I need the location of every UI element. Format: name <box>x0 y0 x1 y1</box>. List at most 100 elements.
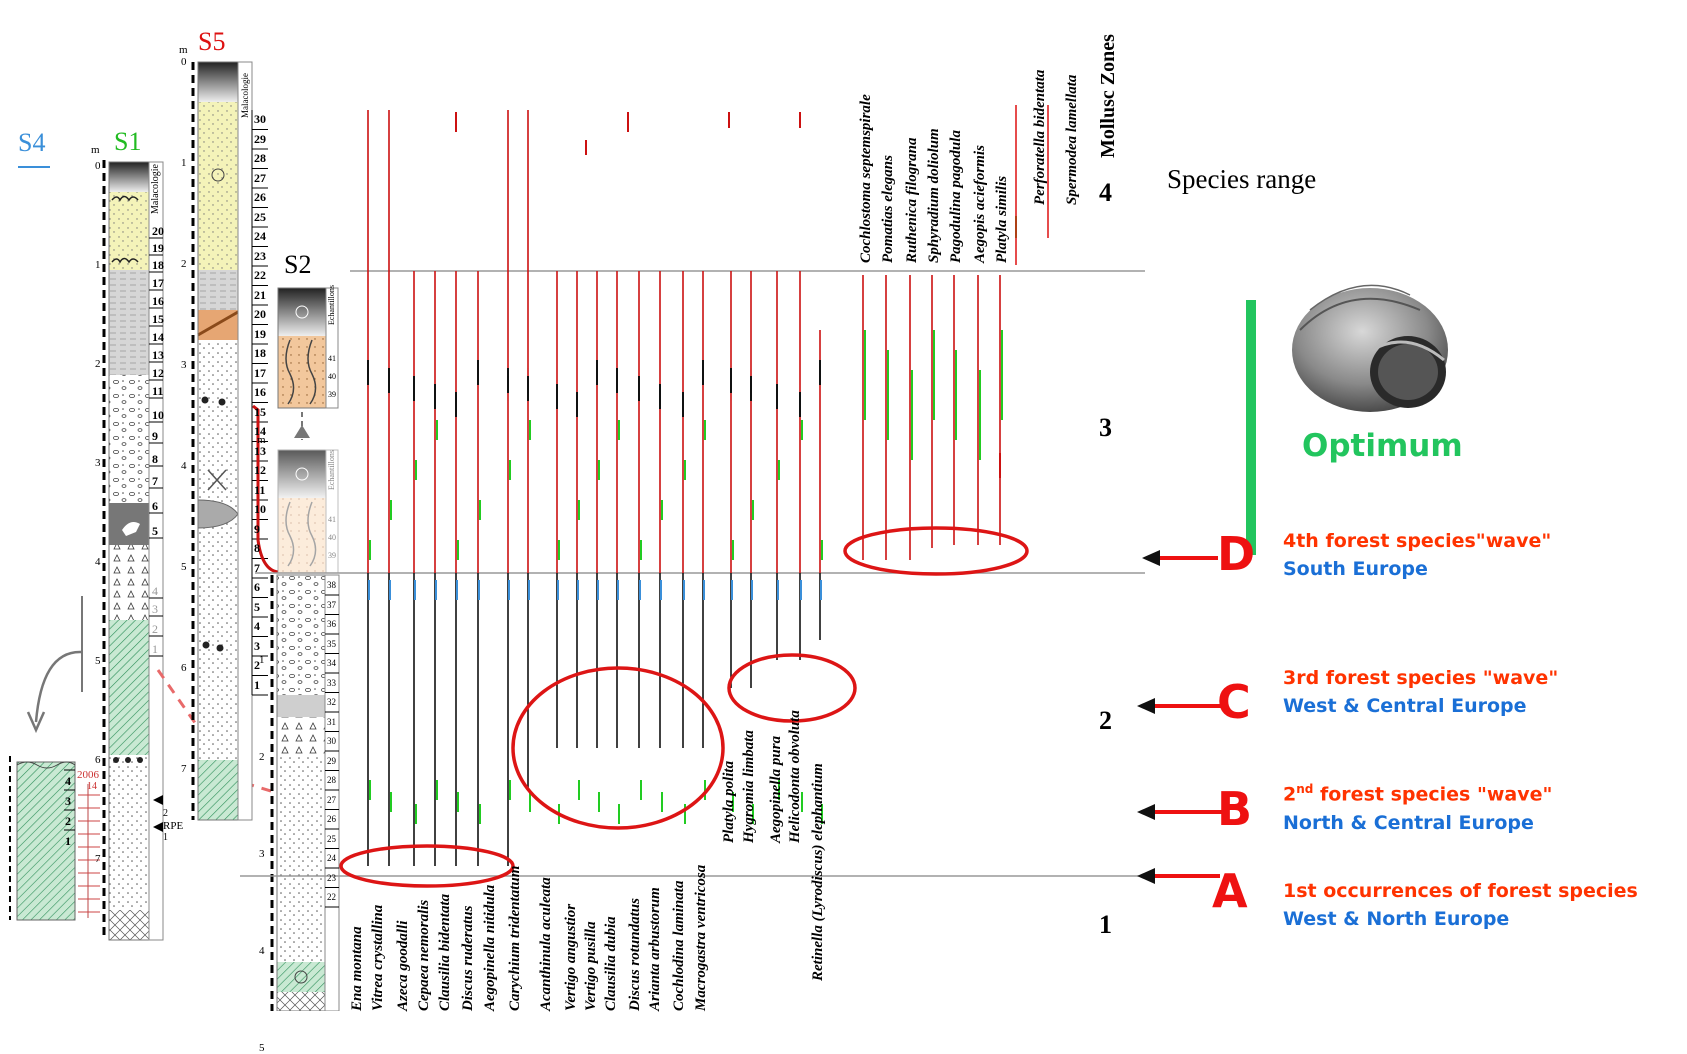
species-label: Pagodulina pagodula <box>948 130 964 263</box>
species-label: Sphyradium doliolum <box>926 128 942 263</box>
s1-marker-number: 1 <box>163 832 168 843</box>
s4-sample-number: 4 <box>65 774 71 788</box>
species-label: Vertigo pusilla <box>583 921 599 1011</box>
wave-d-title: 4th forest species"wave" <box>1283 530 1552 552</box>
s2-sample-number: 26 <box>327 814 336 824</box>
s1-depth-number: 0 <box>95 160 101 172</box>
s5-depth-number: 3 <box>181 359 187 371</box>
s1-sample-number: 18 <box>152 258 164 272</box>
s5-malacologie-label: Malacologie <box>240 73 250 118</box>
s1-sample-number: 9 <box>152 429 158 443</box>
s2-lower-column <box>277 449 339 574</box>
species-label: Cochlodina laminata <box>671 880 687 1011</box>
s5-sample-number: 29 <box>254 131 266 146</box>
s1-sample-number: 5 <box>152 524 158 538</box>
s5-sample-number: 23 <box>254 248 266 263</box>
s1-sample-number: 12 <box>152 366 164 380</box>
s2-sample-number: 25 <box>327 833 336 844</box>
s1-sample-number: 14 <box>152 330 164 344</box>
s1-depth-number: 2 <box>95 358 101 370</box>
s1-sample-number: 3 <box>152 602 158 616</box>
s1-sample-number: 6 <box>152 499 158 513</box>
species-label: Clausilia dubia <box>603 916 619 1011</box>
s2-sample-number: 34 <box>327 658 336 668</box>
species-label: Cochlostoma septemspirale <box>858 94 874 263</box>
s1-depth-number: 5 <box>95 655 101 667</box>
species-label: Cepaea nemoralis <box>416 899 432 1011</box>
species-label: Vertigo angustior <box>563 903 579 1011</box>
s1-sample-number: 16 <box>152 294 164 308</box>
s2-sample-number: 22 <box>327 892 336 902</box>
s1-depth-number: 1 <box>95 259 101 271</box>
s1-depth-number: 4 <box>95 556 101 568</box>
s1-sample-number: 2 <box>152 622 158 636</box>
s1-m-label: m <box>91 144 100 156</box>
s5-m-label: m <box>179 44 188 56</box>
s5-depth-number: 5 <box>181 561 187 573</box>
s1-depth-number: 3 <box>95 457 101 469</box>
s5-sample-number: 13 <box>254 443 266 458</box>
s1-sample-number: 11 <box>152 384 164 398</box>
wave-a-title: 1st occurrences of forest species <box>1283 880 1638 902</box>
s2-lower-sample-number: 39 <box>328 551 336 560</box>
s5-sample-number: 24 <box>254 229 266 243</box>
s2-lower-sample-number: 40 <box>328 533 336 542</box>
section-s1-label: S1 <box>114 127 142 156</box>
s5-sample-number: 30 <box>254 112 266 126</box>
species-label: Discus rotundatus <box>627 898 643 1011</box>
s1-sample-number: 8 <box>152 452 158 466</box>
zone-boundaries <box>240 270 1145 877</box>
optimum-bar <box>1246 300 1256 555</box>
wave-c-letter: C <box>1217 675 1251 729</box>
s5-depth-number: 0 <box>181 56 187 68</box>
species-label: Helicodonta obvoluta <box>787 710 803 843</box>
s5-sample-number: 18 <box>254 346 266 360</box>
wave-b-title-sup: nd <box>1296 782 1314 796</box>
species-label: Aegopinella nitidula <box>482 884 498 1011</box>
s5-sample-number: 15 <box>254 404 266 419</box>
wave-arrows <box>1137 550 1225 884</box>
zone-4-label: 4 <box>1099 178 1112 207</box>
s1-sample-number: 13 <box>152 348 164 362</box>
s4-year-label: 2006 <box>77 769 99 781</box>
s2-sample-number: 27 <box>327 794 336 805</box>
zone-2-label: 2 <box>1099 706 1112 735</box>
wave-d-region: South Europe <box>1283 558 1428 580</box>
species-label: Arianta arbustorum <box>647 887 663 1011</box>
species-label: Vitrea crystallina <box>370 904 386 1011</box>
zone-1-label: 1 <box>1099 910 1112 939</box>
wave-c-title: 3rd forest species "wave" <box>1283 667 1559 689</box>
s2-sample-number: 29 <box>327 755 336 766</box>
s5-sample-number: 2 <box>254 658 260 672</box>
s2-echantillons-label: Echantillons <box>327 285 336 325</box>
wave-b-title-pre: 2 <box>1283 783 1297 806</box>
species-label: Azeca goodalli <box>395 920 411 1011</box>
s5-sample-number: 3 <box>254 638 260 653</box>
s5-sample-number: 19 <box>254 326 266 341</box>
s2-lower-sample-number: 41 <box>328 515 336 524</box>
s2-depth-number: 4 <box>259 945 265 957</box>
s2-sample-number: 33 <box>327 677 336 688</box>
s1-sample-number: 1 <box>152 642 158 656</box>
species-range-bars <box>367 110 1017 866</box>
s5-sample-number: 10 <box>254 502 266 516</box>
s2-depth-number: 2 <box>259 751 265 763</box>
section-s5-label: S5 <box>198 27 226 56</box>
s5-column <box>191 61 279 821</box>
s5-sample-number: 4 <box>254 619 260 633</box>
species-label: Aegopinella pura <box>768 735 784 843</box>
species-label: Platyla polita <box>721 760 737 843</box>
wave-b-title-post: forest species "wave" <box>1313 783 1553 806</box>
s4-sample-number: 1 <box>65 834 71 848</box>
s4-column <box>9 596 100 921</box>
s1-depth-number: 6 <box>95 754 101 766</box>
wave-a-region: West & North Europe <box>1283 908 1510 930</box>
species-label: Platyla similis <box>994 175 1010 263</box>
species-range-label: Species range <box>1167 164 1317 194</box>
wave-c-region: West & Central Europe <box>1283 695 1527 717</box>
section-s2-label: S2 <box>284 250 312 279</box>
s1-depth-number: 7 <box>95 853 101 865</box>
s2-depth-number: 5 <box>259 1042 265 1054</box>
s2-sample-number: 23 <box>327 872 336 883</box>
zone-3-label: 3 <box>1099 413 1112 442</box>
